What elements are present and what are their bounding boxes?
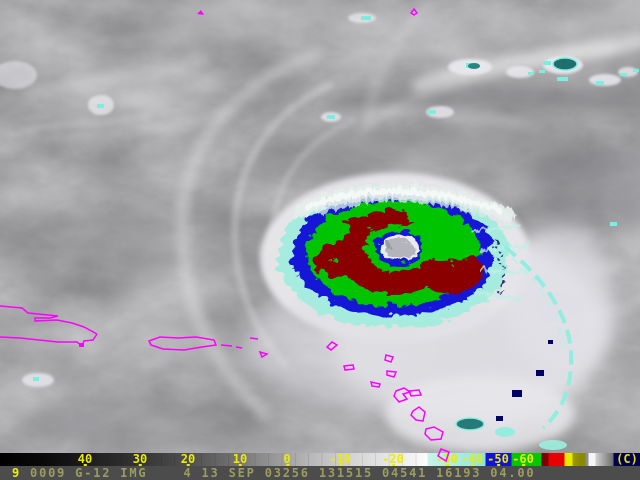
- coast-virgin-islands: [249, 337, 269, 359]
- eye-notch: [383, 236, 391, 244]
- coast-hispaniola-north: [0, 305, 98, 335]
- cold-ring-blue: [289, 189, 491, 313]
- spiral-cloud-bands: [0, 0, 640, 421]
- colorbar-label-0: 0: [283, 452, 291, 467]
- coast-hispaniola-south: [0, 333, 98, 348]
- cyan-patch-bottom-3: [539, 440, 567, 450]
- cyan-patch-bottom-2: [495, 427, 515, 437]
- island-st-martin: [325, 341, 339, 351]
- colorbar-label-10: 10: [232, 452, 248, 467]
- cold-fringe-cyan: [275, 183, 507, 325]
- cloud-noise-light: [0, 0, 640, 453]
- island-guadeloupe-west: [393, 387, 412, 403]
- teal-patch-bottom-1: [455, 417, 485, 431]
- island-antigua: [384, 354, 395, 363]
- colorbar-label-m10: -10: [329, 452, 351, 467]
- teal-cold-patch: [552, 57, 578, 71]
- overshoot-navy-stipple: [319, 188, 471, 208]
- cold-cloud-specks: [33, 16, 639, 381]
- hurricane-eye: [383, 236, 411, 256]
- coast-hispaniola-cape: [79, 343, 84, 347]
- eyewall-white: [377, 232, 415, 258]
- coast-vieques: [220, 344, 243, 349]
- colorbar-label-m40: -40: [461, 452, 483, 467]
- colorbar-step-lines: [0, 453, 428, 466]
- southeast-cold-edge: [455, 245, 574, 450]
- island-martinique: [424, 426, 444, 441]
- temperature-colorbar: 40 30 20 10 0 -10 -20 -30 -40 -50 -60 (C…: [0, 452, 640, 467]
- coast-puerto-rico: [147, 336, 218, 351]
- cold-ring-green: [303, 197, 477, 303]
- inner-blue-ring: [371, 227, 419, 263]
- overshoot-navy-east: [490, 235, 502, 291]
- green-speckles: [321, 224, 452, 296]
- marker-top-left: [197, 10, 204, 15]
- island-nevis: [369, 381, 381, 388]
- colorbar-label-m50: -50: [487, 452, 509, 467]
- island-montserrat: [386, 370, 398, 378]
- dark-red-west-bulge: [311, 240, 355, 276]
- outflow-band: [291, 181, 530, 299]
- coastline-overlay: [0, 7, 444, 441]
- colorbar-label-20: 20: [180, 452, 196, 467]
- dark-red-north-streak: [337, 213, 409, 225]
- colorbar-label-30: 30: [132, 452, 148, 467]
- inner-green-ring: [362, 221, 426, 271]
- cloud-noise-dark: [0, 0, 640, 453]
- frame-number: 9: [12, 466, 22, 480]
- coldest-ring-dark-red: [337, 207, 445, 291]
- ir-background: [0, 0, 640, 453]
- colorbar-label-m30: -30: [436, 452, 458, 467]
- colorbar-unit-label: (C): [616, 452, 638, 466]
- island-barbuda: [343, 364, 355, 371]
- dark-cloud-lanes: [0, 83, 640, 453]
- marker-top-center: [409, 7, 419, 16]
- colorbar-label-m20: -20: [382, 452, 404, 467]
- colorbar-label-m60: -60: [512, 452, 534, 467]
- status-text: 0009 G-12 IMG 4 13 SEP 03256 131515 0454…: [21, 466, 536, 480]
- dark-red-east-patch: [424, 254, 480, 292]
- convective-cells: [0, 13, 638, 387]
- island-dominica: [410, 406, 426, 422]
- overshoot-navy-spots: [496, 340, 553, 421]
- status-bar: 9 0009 G-12 IMG 4 13 SEP 03256 131515 04…: [0, 466, 640, 480]
- hurricane-core: [275, 183, 507, 325]
- colorbar-label-40: 40: [77, 452, 93, 467]
- island-guadeloupe-east: [407, 389, 423, 397]
- storm-cloud-shield: [245, 173, 615, 452]
